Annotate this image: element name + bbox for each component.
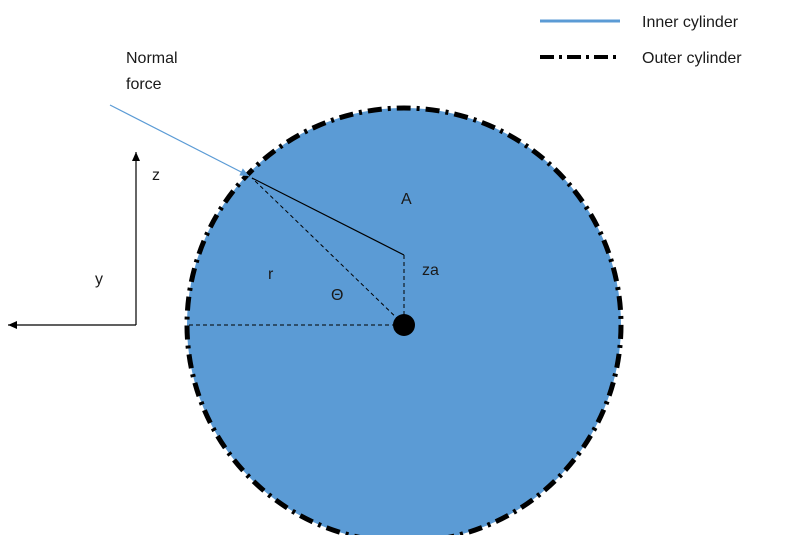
radius-label: r xyxy=(268,266,274,283)
legend-inner-label: Inner cylinder xyxy=(642,14,739,31)
solid-chord-line xyxy=(251,177,405,256)
normal-force-arrow xyxy=(109,104,250,177)
z-axis-label: z xyxy=(152,167,160,184)
normal-force-label-line2: force xyxy=(126,76,162,93)
area-label: A xyxy=(401,191,412,208)
legend-outer-label: Outer cylinder xyxy=(642,50,742,67)
normal-force-label-line1: Normal xyxy=(126,50,178,67)
legend: Inner cylinder Outer cylinder xyxy=(540,14,742,67)
y-axis-label: y xyxy=(95,271,103,288)
theta-label: Θ xyxy=(331,287,343,304)
za-label: za xyxy=(422,262,439,279)
center-point xyxy=(393,314,415,336)
radius-dashed-line xyxy=(251,177,405,326)
outer-cylinder xyxy=(184,105,624,535)
